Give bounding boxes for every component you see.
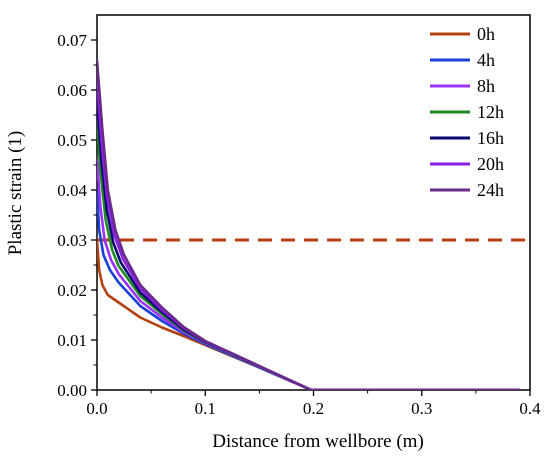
y-tick-label: 0.06 xyxy=(57,81,87,100)
y-tick-label: 0.02 xyxy=(57,281,87,300)
legend-label-16h: 16h xyxy=(477,128,504,148)
series-line-20h xyxy=(97,78,521,390)
axes: 0.0 0.1 0.2 0.3 0.4 0.00 0.01 0.02 0.03 0.04 0.05 0… xyxy=(57,14,541,418)
y-tick-label: 0.07 xyxy=(57,31,87,50)
x-tick-label: 0.4 xyxy=(519,399,541,418)
y-tick-label: 0.05 xyxy=(57,131,87,150)
series-lines xyxy=(97,58,530,390)
x-tick-label: 0.2 xyxy=(303,399,324,418)
legend: 0h 4h 8h 12h 16h 20h 24h xyxy=(430,24,504,200)
x-axis-title: Distance from wellbore (m) xyxy=(212,431,424,452)
legend-label-0h: 0h xyxy=(477,24,495,44)
legend-label-24h: 24h xyxy=(477,180,504,200)
series-line-8h xyxy=(97,158,521,390)
series-line-16h xyxy=(97,98,521,390)
y-tick-label: 0.04 xyxy=(57,181,87,200)
legend-label-8h: 8h xyxy=(477,76,495,96)
legend-label-20h: 20h xyxy=(477,154,504,174)
series-line-24h xyxy=(97,58,521,390)
x-tick-label: 0.0 xyxy=(86,399,107,418)
y-tick-label: 0.00 xyxy=(57,381,87,400)
y-tick-label: 0.03 xyxy=(57,231,87,250)
x-tick-label: 0.1 xyxy=(195,399,216,418)
legend-label-12h: 12h xyxy=(477,102,504,122)
y-axis-title: Plastic strain (1) xyxy=(5,131,26,256)
plot-frame xyxy=(96,14,531,391)
legend-label-4h: 4h xyxy=(477,50,495,70)
series-line-4h xyxy=(97,188,521,390)
x-tick-label: 0.3 xyxy=(411,399,432,418)
series-line-12h xyxy=(97,118,521,390)
y-tick-label: 0.01 xyxy=(57,331,87,350)
